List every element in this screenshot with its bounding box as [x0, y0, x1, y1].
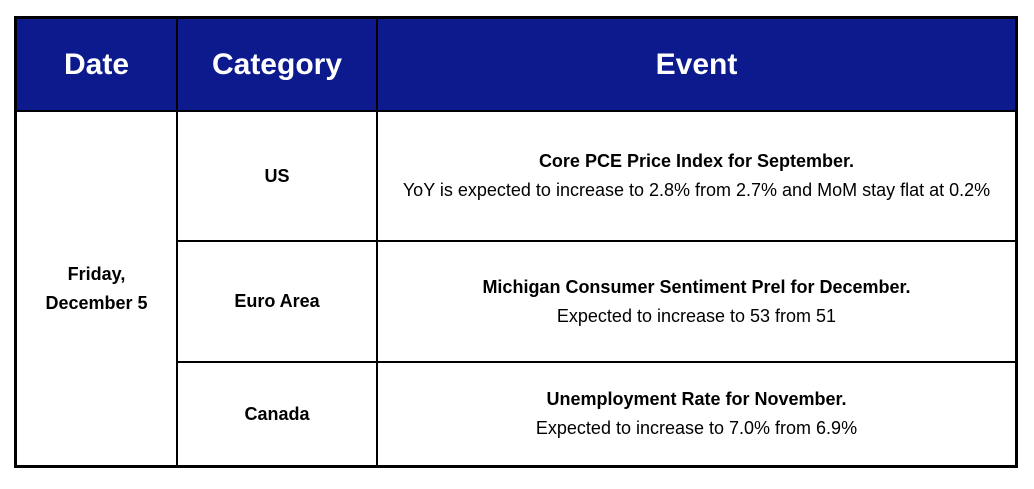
event-title: Michigan Consumer Sentiment Prel for Dec…	[482, 276, 911, 297]
event-cell-euro-area: Michigan Consumer Sentiment Prel for Dec…	[376, 242, 1015, 363]
event-cell-us: Core PCE Price Index for September. YoY …	[376, 112, 1015, 242]
category-cell-canada: Canada	[176, 363, 376, 465]
event-description: YoY is expected to increase to 2.8% from…	[402, 180, 991, 200]
event-description: Expected to increase to 53 from 51	[556, 305, 837, 326]
category-cell-us: US	[176, 112, 376, 242]
date-cell: Friday, December 5	[45, 263, 148, 313]
event-description: Expected to increase to 7.0% from 6.9%	[535, 418, 858, 438]
event-title: Core PCE Price Index for September.	[538, 151, 855, 171]
header-category: Category	[176, 19, 376, 112]
header-event: Event	[376, 19, 1015, 112]
header-date: Date	[17, 19, 176, 112]
category-cell-euro-area: Euro Area	[176, 242, 376, 363]
event-title: Unemployment Rate for November.	[546, 389, 847, 409]
economic-calendar-table: Date Category Event Friday, December 5 U…	[14, 16, 1018, 468]
event-cell-canada: Unemployment Rate for November. Expected…	[376, 363, 1015, 465]
